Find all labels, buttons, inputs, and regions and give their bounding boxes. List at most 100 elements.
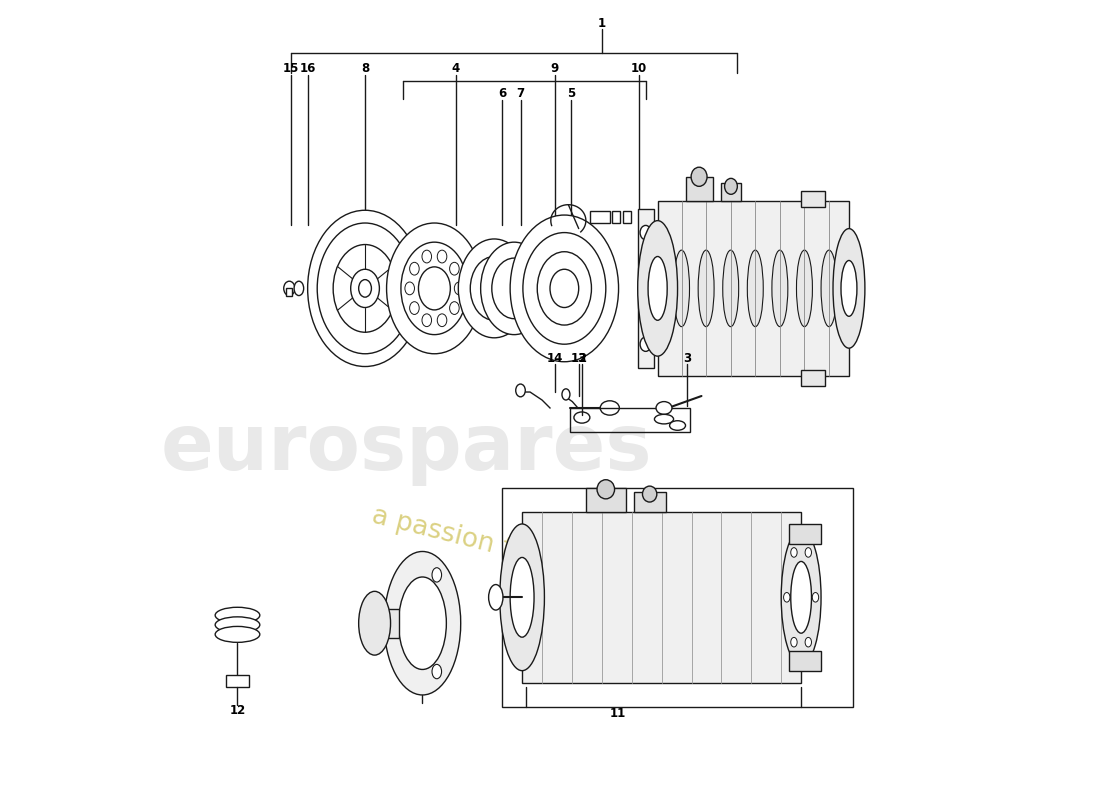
- Ellipse shape: [648, 257, 668, 320]
- Ellipse shape: [450, 262, 459, 275]
- Bar: [801, 191, 825, 207]
- Ellipse shape: [359, 591, 390, 655]
- Text: 13: 13: [571, 352, 586, 365]
- Ellipse shape: [640, 337, 651, 351]
- Ellipse shape: [422, 250, 431, 263]
- Ellipse shape: [772, 250, 788, 326]
- Ellipse shape: [409, 262, 419, 275]
- Text: 4: 4: [452, 62, 460, 75]
- Ellipse shape: [432, 568, 441, 582]
- Ellipse shape: [640, 226, 651, 240]
- Ellipse shape: [670, 421, 685, 430]
- Bar: [623, 211, 630, 223]
- Bar: [570, 408, 690, 432]
- Ellipse shape: [510, 558, 535, 637]
- Ellipse shape: [601, 401, 619, 415]
- Ellipse shape: [216, 617, 260, 633]
- Ellipse shape: [747, 250, 763, 326]
- Ellipse shape: [450, 302, 459, 314]
- Bar: [613, 211, 620, 223]
- Ellipse shape: [656, 402, 672, 414]
- Ellipse shape: [308, 210, 422, 366]
- Ellipse shape: [805, 548, 812, 558]
- Ellipse shape: [537, 252, 592, 325]
- Bar: [226, 675, 250, 687]
- Text: 7: 7: [516, 87, 525, 100]
- Ellipse shape: [432, 664, 441, 678]
- Ellipse shape: [805, 638, 812, 647]
- Ellipse shape: [405, 282, 415, 294]
- Text: 3: 3: [683, 352, 691, 365]
- Bar: [503, 488, 852, 707]
- Bar: [375, 609, 398, 638]
- Ellipse shape: [438, 250, 447, 263]
- Bar: [638, 209, 653, 368]
- Ellipse shape: [821, 250, 837, 326]
- Ellipse shape: [351, 270, 380, 307]
- Bar: [801, 370, 825, 386]
- Ellipse shape: [781, 530, 821, 665]
- Bar: [658, 201, 849, 376]
- Ellipse shape: [481, 242, 548, 334]
- Ellipse shape: [723, 250, 739, 326]
- Ellipse shape: [216, 626, 260, 642]
- Text: 16: 16: [299, 62, 316, 75]
- Ellipse shape: [698, 250, 714, 326]
- Ellipse shape: [642, 486, 657, 502]
- Ellipse shape: [409, 302, 419, 314]
- Ellipse shape: [833, 229, 865, 348]
- Ellipse shape: [294, 282, 304, 295]
- Ellipse shape: [384, 551, 461, 695]
- Ellipse shape: [386, 223, 482, 354]
- Bar: [789, 651, 821, 671]
- Ellipse shape: [597, 480, 615, 499]
- Ellipse shape: [783, 593, 790, 602]
- Ellipse shape: [562, 389, 570, 400]
- Ellipse shape: [333, 245, 397, 332]
- Ellipse shape: [459, 239, 530, 338]
- Ellipse shape: [791, 562, 812, 633]
- Ellipse shape: [492, 258, 537, 318]
- Bar: [524, 286, 538, 296]
- Text: 15: 15: [283, 62, 299, 75]
- Bar: [286, 288, 293, 295]
- Bar: [590, 211, 609, 223]
- Ellipse shape: [471, 257, 518, 320]
- Text: 9: 9: [551, 62, 559, 75]
- Text: 1: 1: [597, 18, 606, 30]
- Ellipse shape: [422, 314, 431, 326]
- Ellipse shape: [510, 215, 618, 362]
- Bar: [789, 523, 821, 543]
- Bar: [685, 177, 714, 201]
- Bar: [722, 183, 741, 201]
- Ellipse shape: [550, 270, 579, 307]
- Ellipse shape: [398, 577, 447, 670]
- Text: 5: 5: [566, 87, 575, 100]
- Ellipse shape: [522, 233, 606, 344]
- Ellipse shape: [284, 282, 295, 295]
- Ellipse shape: [812, 593, 818, 602]
- Ellipse shape: [216, 607, 260, 623]
- Ellipse shape: [574, 412, 590, 423]
- Ellipse shape: [516, 384, 526, 397]
- Text: eurospares: eurospares: [161, 410, 652, 486]
- Text: 2: 2: [578, 352, 586, 365]
- Text: 12: 12: [230, 705, 245, 718]
- Ellipse shape: [438, 314, 447, 326]
- Text: 10: 10: [631, 62, 648, 75]
- Ellipse shape: [389, 616, 398, 630]
- Ellipse shape: [673, 250, 690, 326]
- Ellipse shape: [725, 178, 737, 194]
- Ellipse shape: [418, 267, 450, 310]
- Bar: [522, 512, 801, 683]
- Ellipse shape: [842, 261, 857, 316]
- Text: 8: 8: [361, 62, 370, 75]
- Ellipse shape: [638, 221, 678, 356]
- Ellipse shape: [317, 223, 412, 354]
- Ellipse shape: [488, 585, 503, 610]
- Ellipse shape: [796, 250, 813, 326]
- Bar: [634, 492, 665, 512]
- Ellipse shape: [791, 548, 798, 558]
- Bar: [586, 488, 626, 512]
- Text: 11: 11: [609, 707, 626, 720]
